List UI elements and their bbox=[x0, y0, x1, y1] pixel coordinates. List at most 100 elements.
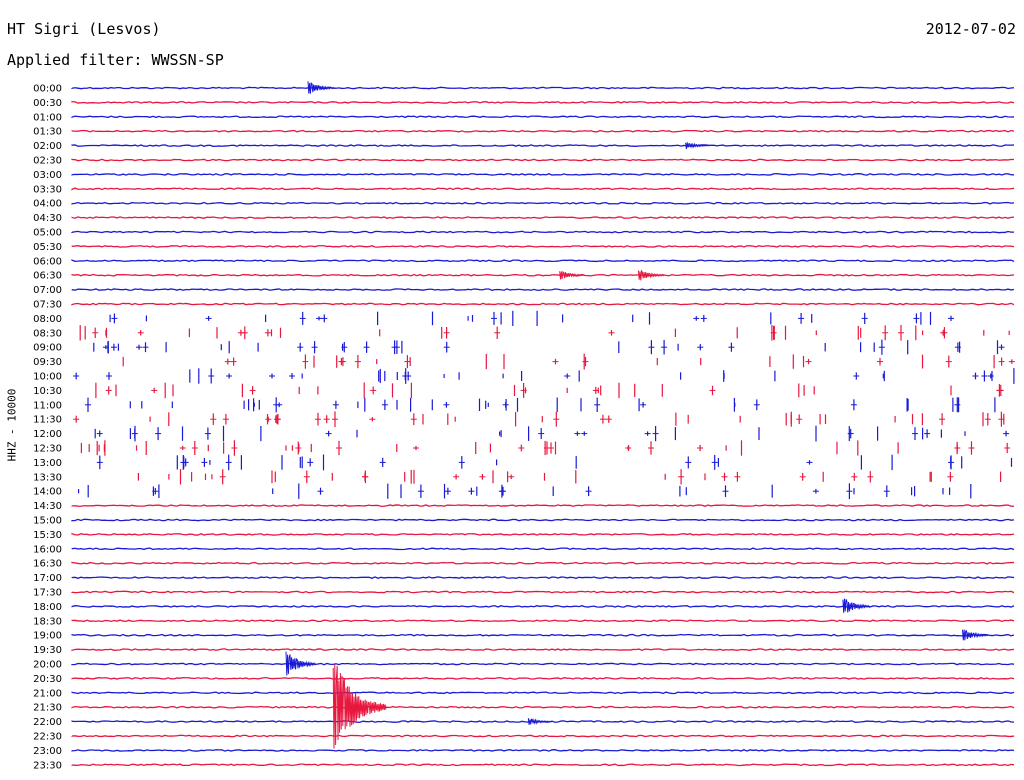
row-label-1500: 15:00 bbox=[33, 516, 62, 527]
row-label-0130: 01:30 bbox=[33, 127, 62, 138]
trace-1530 bbox=[71, 532, 1015, 536]
trace-2130 bbox=[71, 705, 1015, 709]
trace-0100 bbox=[71, 115, 1015, 119]
trace-1900 bbox=[71, 633, 1015, 637]
trace-1230 bbox=[80, 440, 1011, 456]
trace-1300 bbox=[96, 454, 1013, 471]
trace-2100 bbox=[71, 691, 1015, 695]
trace-1830 bbox=[71, 619, 1015, 623]
row-label-1030: 10:30 bbox=[33, 386, 62, 397]
row-label-0500: 05:00 bbox=[33, 228, 62, 239]
row-label-2000: 20:00 bbox=[33, 660, 62, 671]
event-0200-1 bbox=[685, 142, 710, 149]
trace-1800 bbox=[71, 605, 1015, 608]
trace-2000 bbox=[71, 662, 1015, 666]
row-label-1530: 15:30 bbox=[33, 530, 62, 541]
trace-0200 bbox=[71, 144, 1015, 147]
row-label-1230: 12:30 bbox=[33, 444, 62, 455]
row-label-1300: 13:00 bbox=[33, 458, 62, 469]
row-label-0100: 01:00 bbox=[33, 112, 62, 123]
row-label-2300: 23:00 bbox=[33, 746, 62, 757]
trace-0600 bbox=[71, 259, 1015, 263]
event-0630-2 bbox=[559, 270, 585, 280]
row-label-1430: 14:30 bbox=[33, 501, 62, 512]
row-label-2330: 23:30 bbox=[33, 760, 62, 771]
trace-0500 bbox=[71, 230, 1014, 234]
row-label-1130: 11:30 bbox=[33, 415, 62, 426]
trace-0530 bbox=[71, 245, 1015, 248]
trace-1730 bbox=[71, 590, 1015, 594]
filter-label: Applied filter: WWSSN-SP bbox=[7, 51, 224, 69]
row-label-1000: 10:00 bbox=[33, 372, 62, 383]
trace-1430 bbox=[71, 504, 1015, 507]
trace-0400 bbox=[71, 201, 1015, 205]
row-label-0800: 08:00 bbox=[33, 314, 62, 325]
trace-0430 bbox=[71, 216, 1015, 219]
event-2130-7 bbox=[332, 664, 387, 749]
trace-1100 bbox=[85, 397, 996, 413]
trace-1200 bbox=[94, 425, 1010, 442]
trace-1700 bbox=[71, 576, 1015, 579]
trace-0700 bbox=[71, 288, 1015, 291]
row-label-0600: 06:00 bbox=[33, 256, 62, 267]
row-label-2030: 20:30 bbox=[33, 674, 62, 685]
row-label-1730: 17:30 bbox=[33, 588, 62, 599]
trace-1600 bbox=[71, 547, 1015, 551]
trace-1400 bbox=[78, 483, 972, 500]
row-label-0830: 08:30 bbox=[33, 328, 62, 339]
row-label-1600: 16:00 bbox=[33, 544, 62, 555]
row-label-2200: 22:00 bbox=[33, 717, 62, 728]
event-1900-5 bbox=[962, 629, 989, 641]
row-label-1700: 17:00 bbox=[33, 573, 62, 584]
trace-2330 bbox=[71, 763, 1015, 767]
trace-2230 bbox=[71, 734, 1015, 738]
trace-2030 bbox=[71, 677, 1015, 680]
row-label-2230: 22:30 bbox=[33, 732, 62, 743]
row-label-0430: 04:30 bbox=[33, 213, 62, 224]
trace-1500 bbox=[71, 518, 1015, 522]
row-label-1830: 18:30 bbox=[33, 616, 62, 627]
trace-0300 bbox=[71, 173, 1015, 176]
row-label-0400: 04:00 bbox=[33, 199, 62, 210]
row-label-2100: 21:00 bbox=[33, 688, 62, 699]
trace-0830 bbox=[79, 325, 1010, 341]
trace-1330 bbox=[137, 469, 1002, 485]
row-label-1330: 13:30 bbox=[33, 472, 62, 483]
row-label-1800: 18:00 bbox=[33, 602, 62, 613]
trace-1000 bbox=[73, 368, 1015, 384]
trace-1030 bbox=[95, 382, 1004, 399]
trace-1930 bbox=[71, 648, 1015, 652]
trace-1130 bbox=[73, 411, 1005, 427]
row-label-0700: 07:00 bbox=[33, 285, 62, 296]
trace-0230 bbox=[71, 158, 1015, 162]
row-label-0000: 00:00 bbox=[33, 84, 62, 95]
row-label-0630: 06:30 bbox=[33, 271, 62, 282]
row-label-0930: 09:30 bbox=[33, 357, 62, 368]
row-label-0200: 02:00 bbox=[33, 141, 62, 152]
event-0630-3 bbox=[637, 269, 665, 281]
row-label-0030: 00:30 bbox=[33, 98, 62, 109]
trace-0630 bbox=[71, 273, 1015, 277]
row-label-1630: 16:30 bbox=[33, 559, 62, 570]
row-label-2130: 21:30 bbox=[33, 703, 62, 714]
row-label-1900: 19:00 bbox=[33, 631, 62, 642]
row-label-1400: 14:00 bbox=[33, 487, 62, 498]
trace-0800 bbox=[109, 310, 954, 326]
trace-0130 bbox=[71, 129, 1015, 133]
trace-0030 bbox=[71, 101, 1015, 104]
event-1800-4 bbox=[842, 598, 871, 613]
row-label-0330: 03:30 bbox=[33, 184, 62, 195]
row-label-1100: 11:00 bbox=[33, 400, 62, 411]
trace-0900 bbox=[93, 339, 1005, 355]
station-title: HT Sigri (Lesvos) bbox=[7, 20, 161, 38]
row-label-0530: 05:30 bbox=[33, 242, 62, 253]
trace-0000 bbox=[71, 86, 1015, 90]
row-label-0230: 02:30 bbox=[33, 156, 62, 167]
row-label-0730: 07:30 bbox=[33, 300, 62, 311]
row-label-0900: 09:00 bbox=[33, 343, 62, 354]
trace-2300 bbox=[71, 749, 1015, 752]
event-2200-8 bbox=[527, 718, 553, 726]
row-label-1200: 12:00 bbox=[33, 429, 62, 440]
row-label-0300: 03:00 bbox=[33, 170, 62, 181]
